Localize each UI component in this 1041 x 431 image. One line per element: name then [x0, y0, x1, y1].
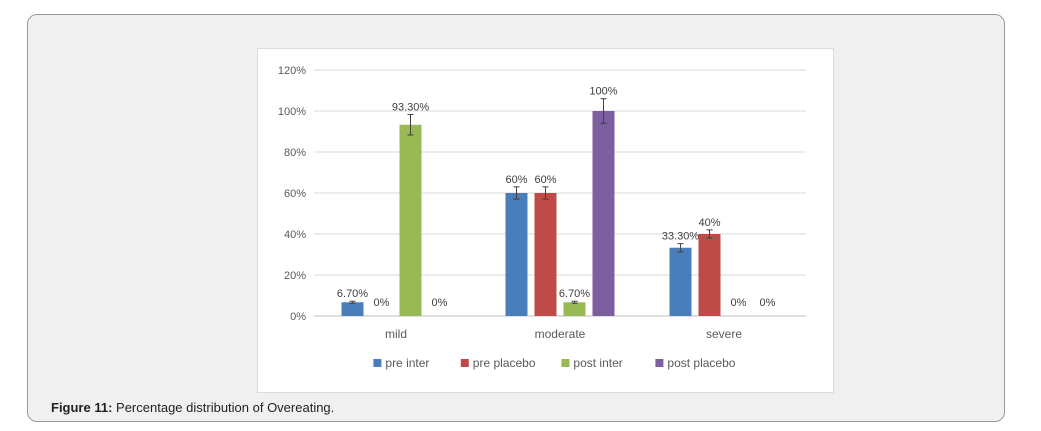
data-label: 0% [760, 297, 776, 309]
y-tick-label: 0% [290, 311, 306, 323]
data-label: 100% [589, 86, 617, 98]
bar-pre-placebo-moderate [534, 193, 557, 316]
legend-entry: post placebo [667, 356, 735, 370]
data-label: 60% [505, 174, 527, 186]
y-tick-label: 120% [278, 65, 306, 77]
y-tick-label: 60% [284, 188, 306, 200]
data-label: 60% [534, 174, 556, 186]
legend-swatch [373, 359, 382, 367]
data-label: 0% [374, 297, 390, 309]
bar-pre-inter-moderate [505, 193, 528, 316]
x-category-label: mild [385, 327, 407, 341]
legend-entry: pre placebo [473, 356, 536, 370]
bar-pre-placebo-severe [698, 234, 721, 316]
bar-post-inter-mild [399, 124, 422, 316]
y-tick-label: 40% [284, 229, 306, 241]
x-category-label: moderate [535, 327, 586, 341]
bar-post-placebo-moderate [592, 111, 615, 316]
data-label: 6.70% [559, 288, 590, 300]
legend-entry: pre inter [385, 356, 429, 370]
figure-frame: 0% 20% 40% 60% 80% 100% 120% 6.70% 0% 93.30% 0% mil… [27, 14, 1005, 422]
data-label: 33.30% [662, 231, 700, 243]
data-label: 6.70% [337, 288, 368, 300]
bar-chart: 0% 20% 40% 60% 80% 100% 120% 6.70% 0% 93.30% 0% mil… [278, 65, 806, 370]
chart-panel: 0% 20% 40% 60% 80% 100% 120% 6.70% 0% 93.30% 0% mil… [257, 48, 834, 393]
data-label: 40% [698, 217, 720, 229]
x-category-label: severe [706, 327, 742, 341]
bar-post-inter-moderate [563, 302, 586, 316]
data-label: 0% [432, 297, 448, 309]
y-tick-label: 80% [284, 147, 306, 159]
bar-pre-inter-severe [669, 247, 692, 316]
data-label: 93.30% [392, 101, 430, 113]
caption-label: Figure 11: [51, 400, 113, 415]
caption-text: Percentage distribution of Overeating. [112, 400, 335, 415]
legend-swatch [460, 359, 469, 367]
figure-caption: Figure 11: Percentage distribution of Ov… [51, 400, 334, 415]
y-tick-label: 20% [284, 270, 306, 282]
legend-swatch [561, 359, 570, 367]
legend-entry: post inter [573, 356, 622, 370]
bar-pre-inter-mild [341, 302, 364, 316]
y-tick-label: 100% [278, 106, 306, 118]
data-label: 0% [731, 297, 747, 309]
legend-swatch [655, 359, 664, 367]
